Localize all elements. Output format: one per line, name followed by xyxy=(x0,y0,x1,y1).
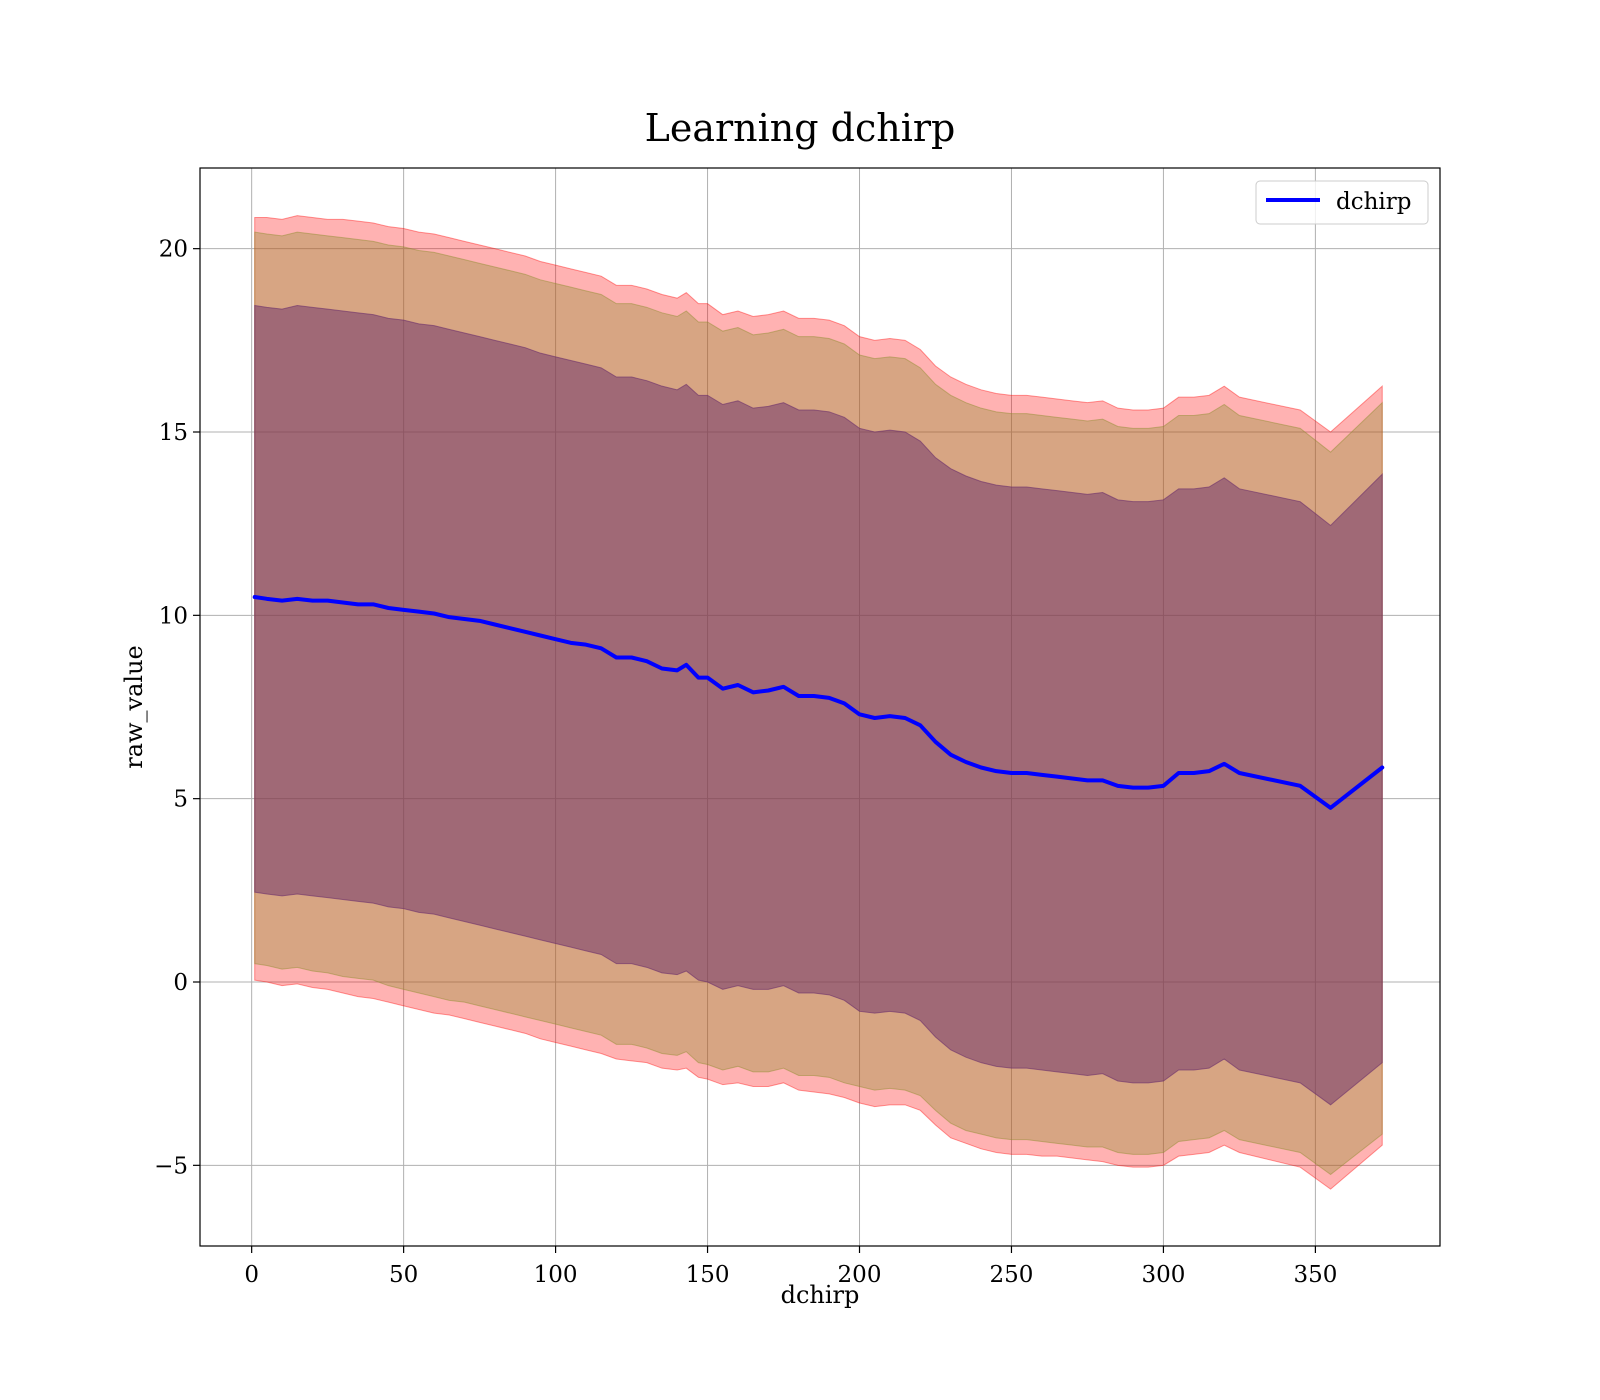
y-tick-label: −5 xyxy=(154,1153,188,1179)
legend-box xyxy=(1255,180,1429,225)
x-tick-label: 350 xyxy=(1293,1262,1337,1288)
y-axis-ticks: −5 0 5 10 15 20 xyxy=(154,237,200,1179)
plot-frame xyxy=(199,167,1441,1247)
x-tick-label: 300 xyxy=(1141,1262,1185,1288)
x-tick-label: 200 xyxy=(838,1262,882,1288)
series-lines xyxy=(252,595,1385,810)
confidence-bands xyxy=(254,215,1383,1190)
x-axis-label: dchirp xyxy=(781,1281,860,1309)
y-tick-label: 5 xyxy=(173,787,188,813)
y-tick-label: 10 xyxy=(159,603,188,629)
band-inner xyxy=(254,304,1383,1106)
legend-label: dchirp xyxy=(1336,189,1412,215)
x-tick-label: 50 xyxy=(389,1262,418,1288)
y-tick-label: 0 xyxy=(173,970,188,996)
y-tick-label: 15 xyxy=(159,420,188,446)
x-tick-label: 100 xyxy=(534,1262,578,1288)
x-tick-label: 250 xyxy=(990,1262,1034,1288)
x-tick-label: 150 xyxy=(686,1262,730,1288)
y-tick-label: 20 xyxy=(159,237,188,263)
y-axis-label: raw_value xyxy=(120,645,148,769)
chart-title: Learning dchirp xyxy=(645,106,956,150)
series-line-dchirp xyxy=(252,595,1385,810)
legend: dchirp xyxy=(1255,180,1429,225)
x-axis-ticks: 0 50 100 150 200 250 300 350 xyxy=(244,1246,1337,1288)
x-tick-label: 0 xyxy=(244,1262,259,1288)
